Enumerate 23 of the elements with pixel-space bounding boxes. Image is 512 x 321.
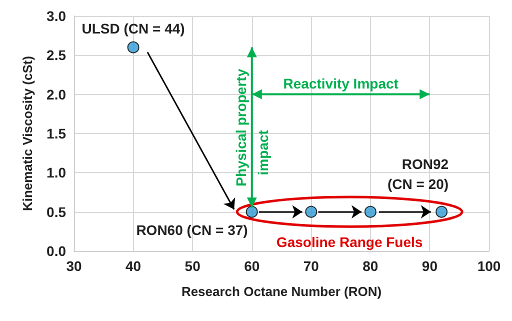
x-tick-label: 40 bbox=[125, 258, 142, 274]
x-tick-label: 100 bbox=[477, 258, 501, 274]
annotation: ULSD (CN = 44) bbox=[82, 20, 185, 36]
y-tick-label: 2.5 bbox=[46, 47, 66, 64]
x-tick-label: 90 bbox=[422, 258, 438, 274]
annotation: Reactivity Impact bbox=[283, 75, 399, 92]
y-axis-title: Kinematic Viscosity (cSt) bbox=[20, 56, 35, 212]
x-tick-label: 80 bbox=[362, 258, 378, 274]
x-tick-label: 50 bbox=[184, 258, 201, 274]
annotation: Gasoline Range Fuels bbox=[276, 234, 423, 250]
y-tick-label: 0.0 bbox=[46, 243, 66, 259]
x-tick-label: 70 bbox=[303, 258, 320, 274]
x-axis-title: Research Octane Number (RON) bbox=[181, 284, 382, 299]
annotation: Physical property impact bbox=[232, 68, 271, 186]
x-tick-label: 30 bbox=[66, 258, 82, 274]
y-tick-label: 0.5 bbox=[46, 204, 66, 220]
annotation: RON92 (CN = 20) bbox=[387, 156, 449, 192]
x-tick-label: 60 bbox=[244, 258, 260, 274]
y-tick-label: 1.0 bbox=[46, 164, 66, 181]
y-tick-label: 1.5 bbox=[46, 126, 66, 142]
y-tick-label: 3.0 bbox=[46, 8, 66, 24]
annotation: RON60 (CN = 37) bbox=[136, 222, 248, 238]
y-tick-label: 2.0 bbox=[46, 86, 66, 102]
